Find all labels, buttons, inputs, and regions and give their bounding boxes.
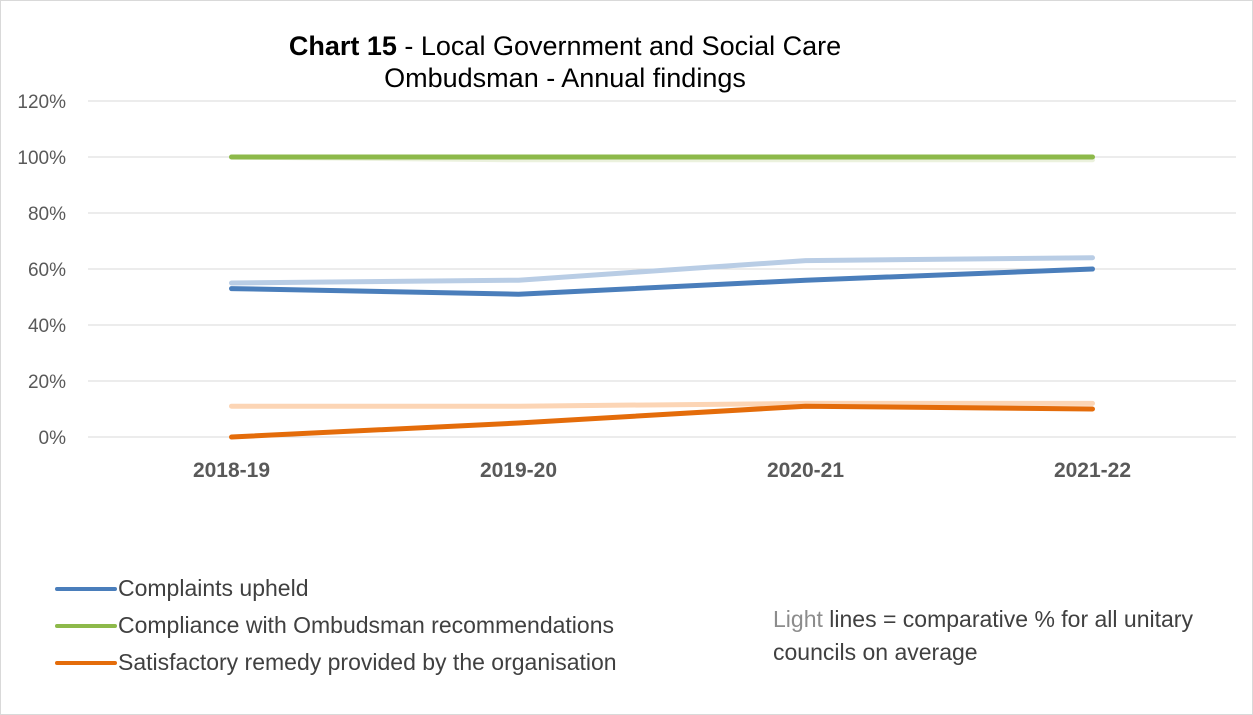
note-light-word: Light	[773, 606, 823, 632]
x-axis-tick-labels: 2018-19 2019-20 2020-21 2021-22	[193, 459, 1131, 482]
legend-swatch	[55, 587, 117, 591]
series-line	[229, 403, 1095, 440]
y-tick-label: 0%	[39, 428, 67, 449]
comparative-series-line	[229, 400, 1095, 409]
y-tick-label: 60%	[28, 260, 66, 281]
series-line	[229, 266, 1095, 297]
x-tick-label: 2021-22	[1054, 459, 1131, 482]
chart-title-bold: Chart 15	[288, 31, 397, 61]
comparative-series-line	[229, 255, 1095, 286]
legend-item: Compliance with Ombudsman recommendation…	[55, 610, 715, 644]
legend-label: Satisfactory remedy provided by the orga…	[118, 649, 617, 675]
note-text: lines = comparative % for all unitary co…	[773, 606, 1193, 665]
y-tick-label: 120%	[17, 92, 66, 113]
series-lines	[229, 154, 1095, 440]
chart-title: Chart 15 - Local Government and Social C…	[280, 30, 850, 94]
y-tick-label: 100%	[17, 148, 66, 169]
legend-item: Satisfactory remedy provided by the orga…	[55, 647, 715, 681]
x-tick-label: 2018-19	[193, 459, 270, 482]
legend-swatch	[55, 661, 117, 665]
legend-swatch	[55, 624, 117, 628]
chart-title-text: - Local Government and Social Care Ombud…	[384, 31, 842, 93]
legend-label: Compliance with Ombudsman recommendation…	[118, 612, 614, 638]
y-axis-tick-labels: 0% 20% 40% 60% 80% 100% 120%	[17, 92, 66, 449]
x-tick-label: 2020-21	[767, 459, 844, 482]
x-tick-label: 2019-20	[480, 459, 557, 482]
comparative-note: Light lines = comparative % for all unit…	[773, 603, 1193, 669]
y-tick-label: 20%	[28, 372, 66, 393]
legend-item: Complaints upheld	[55, 573, 715, 607]
legend-label: Complaints upheld	[118, 575, 309, 601]
y-tick-label: 40%	[28, 316, 66, 337]
y-tick-label: 80%	[28, 204, 66, 225]
